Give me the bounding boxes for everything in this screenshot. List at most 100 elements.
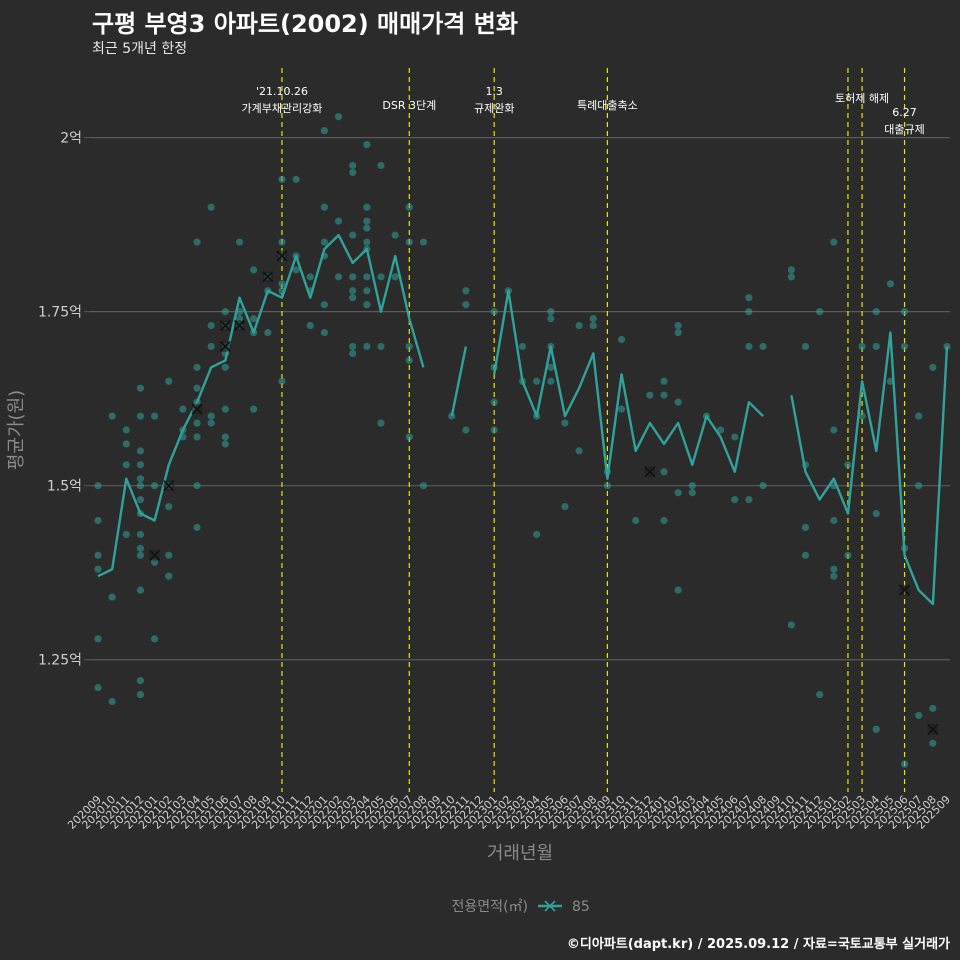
scatter-point: [221, 405, 229, 413]
scatter-point: [900, 342, 909, 351]
scatter-point: [816, 690, 824, 699]
scatter-point: [518, 342, 527, 351]
scatter-point: [915, 482, 923, 490]
scatter-point: [94, 482, 102, 490]
axis-layer: 1.25억1.5억1.75억2억202009202010202011202012…: [6, 131, 953, 864]
scatter-point: [320, 301, 328, 309]
scatter-point: [589, 321, 597, 330]
scatter-point: [745, 496, 753, 504]
scatter-point: [575, 447, 583, 455]
scatter-point: [278, 175, 286, 183]
legend: 전용면적(㎡) 85: [452, 899, 590, 915]
scatter-point: [872, 308, 880, 316]
scatter-point: [334, 217, 343, 225]
scatter-point: [193, 523, 201, 532]
scatter-point: [872, 509, 880, 518]
scatter-point: [660, 391, 668, 399]
scatter-point: [405, 356, 413, 364]
scatter-point: [193, 482, 201, 490]
scatter-point: [603, 482, 612, 490]
scatter-point: [801, 523, 810, 532]
scatter-point: [391, 273, 399, 281]
scatter-point: [221, 440, 229, 448]
line-layer: [97, 233, 949, 735]
scatter-point: [136, 677, 145, 685]
chart-title: 구평 부영3 아파트(2002) 매매가격 변화: [92, 10, 518, 38]
legend-title: 전용면적(㎡): [452, 899, 528, 915]
scatter-point: [688, 489, 696, 497]
scatter-point: [136, 544, 145, 552]
scatter-point: [250, 405, 258, 413]
scatter-point: [292, 175, 300, 183]
event-label: 가계부채관리강화: [241, 102, 322, 115]
scatter-point: [320, 203, 328, 211]
scatter-point: [108, 593, 116, 601]
scatter-point: [193, 384, 201, 392]
scatter-point: [575, 321, 583, 330]
scatter-point: [731, 433, 739, 441]
scatter-point: [377, 419, 385, 427]
scatter-point: [405, 238, 413, 246]
scatter-point: [830, 516, 838, 525]
scatter-point: [179, 405, 187, 413]
scatter-point: [844, 551, 852, 559]
scatter-point: [533, 530, 541, 539]
scatter-point: [136, 530, 145, 539]
scatter-point: [900, 308, 909, 316]
scatter-point: [589, 315, 597, 323]
scatter-point: [334, 113, 343, 121]
scatter-point: [405, 433, 413, 441]
cross-marker: [163, 480, 175, 492]
scatter-point: [844, 461, 852, 469]
scatter-point: [349, 349, 357, 358]
cross-marker: [276, 250, 288, 262]
scatter-point: [122, 530, 130, 539]
scatter-point: [136, 496, 145, 504]
scatter-point: [136, 690, 145, 699]
scatter-point: [660, 516, 668, 525]
scatter-point: [745, 294, 753, 302]
y-tick-label: 1.5억: [47, 479, 82, 495]
scatter-point: [816, 308, 824, 316]
scatter-point: [462, 301, 470, 309]
scatter-point: [801, 551, 810, 559]
scatter-point: [405, 203, 413, 211]
scatter-point: [660, 377, 668, 385]
event-label: 대출규제: [884, 123, 924, 136]
series-line-85: [97, 233, 949, 606]
scatter-point: [547, 377, 555, 385]
legend-label: 85: [572, 899, 590, 915]
scatter-point: [334, 273, 343, 281]
scatter-point: [349, 231, 357, 239]
scatter-point: [165, 502, 173, 511]
scatter-point: [745, 308, 753, 316]
scatter-point: [151, 482, 159, 490]
scatter-point: [193, 419, 201, 427]
scatter-point: [363, 342, 371, 351]
scatter-point: [462, 426, 470, 434]
scatter-point: [207, 321, 215, 330]
scatter-point: [108, 697, 116, 706]
y-tick-label: 1.25억: [38, 653, 82, 669]
scatter-point: [745, 342, 753, 351]
cross-marker: [927, 723, 939, 735]
scatter-point: [94, 516, 102, 525]
scatter-point: [490, 398, 498, 406]
x-axis-title: 거래년월: [487, 843, 553, 864]
cross-marker: [219, 340, 231, 353]
scatter-point: [561, 502, 569, 511]
scatter-point: [363, 203, 371, 211]
source-caption: ©디아파트(dapt.kr) / 2025.09.12 / 자료=국토교통부 실…: [566, 937, 950, 952]
scatter-point: [221, 308, 229, 316]
scatter-point: [306, 321, 314, 330]
scatter-point: [759, 482, 767, 490]
event-label: DSR 3단계: [382, 99, 436, 112]
scatter-point: [221, 433, 229, 441]
scatter-point: [617, 335, 626, 344]
scatter-point: [632, 516, 640, 525]
scatter-layer: [94, 113, 951, 768]
y-axis-title: 평균가(원): [6, 390, 27, 470]
cross-marker: [262, 271, 274, 283]
scatter-point: [377, 342, 385, 351]
scatter-point: [136, 482, 145, 490]
